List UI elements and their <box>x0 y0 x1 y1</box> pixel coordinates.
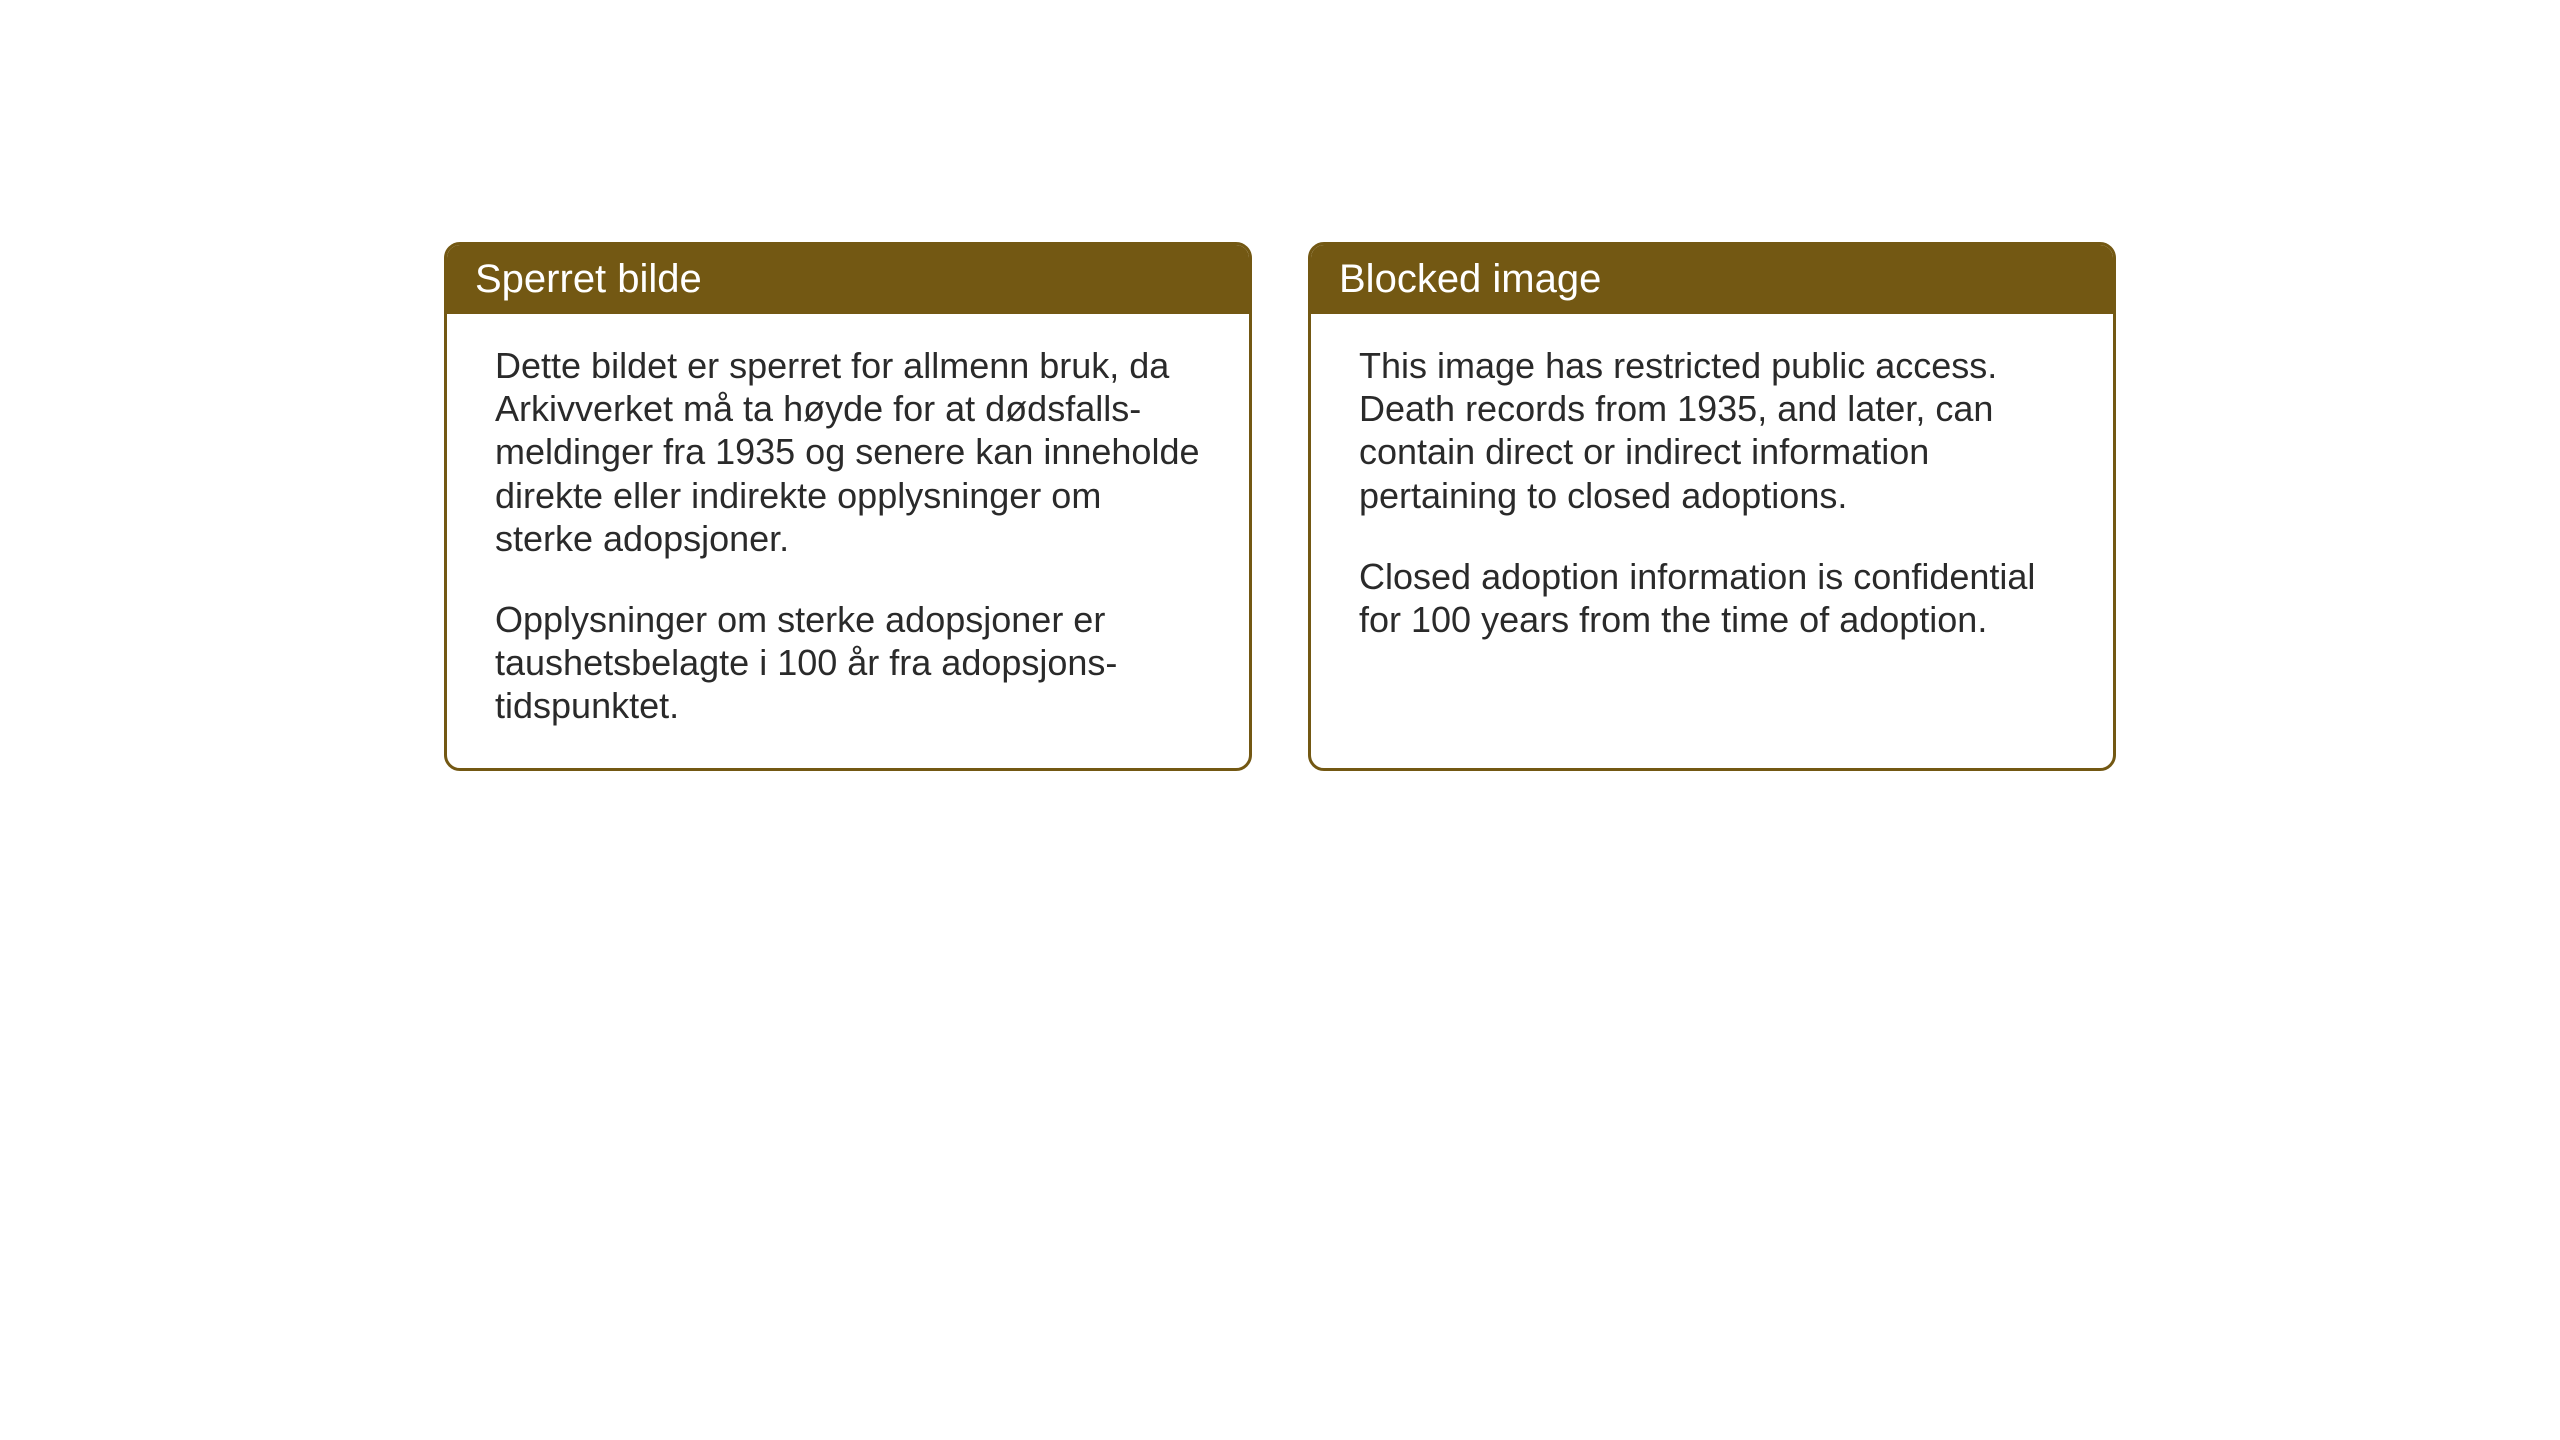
notice-title-norwegian: Sperret bilde <box>475 257 702 301</box>
notice-para2-english: Closed adoption information is confident… <box>1359 555 2065 641</box>
notice-card-english: Blocked image This image has restricted … <box>1308 242 2116 771</box>
notice-title-english: Blocked image <box>1339 257 1601 301</box>
notice-body-norwegian: Dette bildet er sperret for allmenn bruk… <box>447 314 1249 768</box>
notice-para1-norwegian: Dette bildet er sperret for allmenn bruk… <box>495 344 1201 560</box>
notice-card-norwegian: Sperret bilde Dette bildet er sperret fo… <box>444 242 1252 771</box>
notice-body-english: This image has restricted public access.… <box>1311 314 2113 744</box>
notice-para2-norwegian: Opplysninger om sterke adopsjoner er tau… <box>495 598 1201 728</box>
notice-header-norwegian: Sperret bilde <box>447 245 1249 314</box>
notice-container: Sperret bilde Dette bildet er sperret fo… <box>444 242 2116 771</box>
notice-header-english: Blocked image <box>1311 245 2113 314</box>
notice-para1-english: This image has restricted public access.… <box>1359 344 2065 517</box>
